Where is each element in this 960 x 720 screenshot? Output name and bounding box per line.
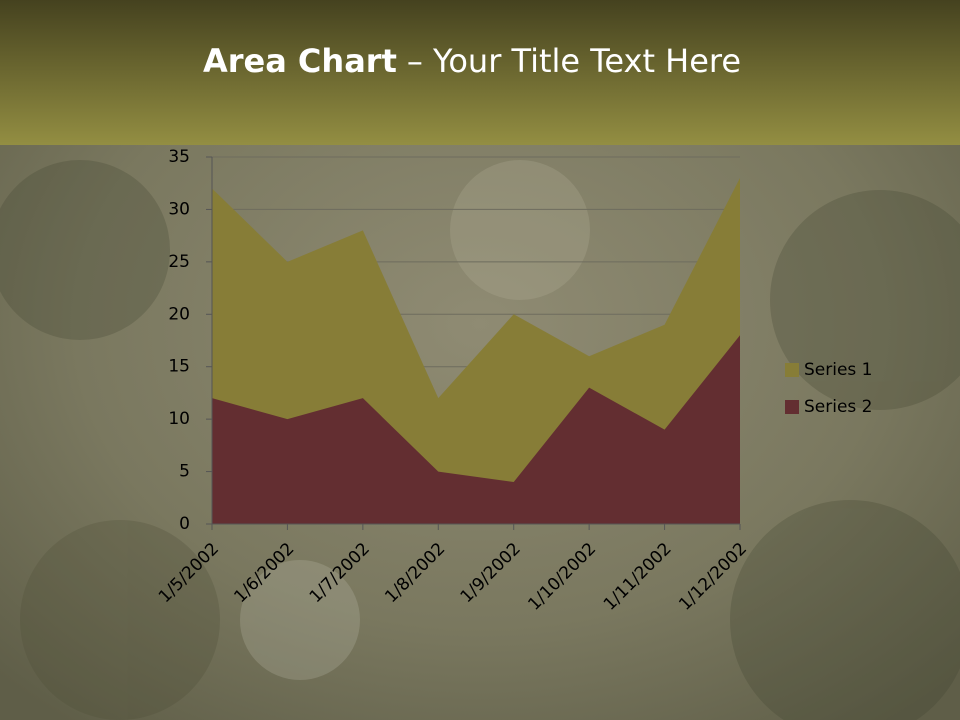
- title-rest: – Your Title Text Here: [407, 42, 741, 80]
- legend-swatch: [785, 400, 799, 414]
- title-bold: Area Chart: [203, 42, 397, 80]
- y-tick-label: 35: [168, 147, 190, 167]
- legend-swatch: [785, 363, 799, 377]
- slide-title: Area Chart – Your Title Text Here: [203, 42, 741, 80]
- y-tick-label: 10: [168, 409, 190, 429]
- foliage: [0, 160, 960, 720]
- y-tick-label: 15: [168, 357, 190, 377]
- y-tick-label: 0: [179, 514, 190, 534]
- y-tick-label: 30: [168, 199, 190, 219]
- y-tick-label: 25: [168, 252, 190, 272]
- y-tick-label: 20: [168, 304, 190, 324]
- y-tick-label: 5: [179, 462, 190, 482]
- legend-label: Series 2: [804, 397, 873, 417]
- legend-label: Series 1: [804, 360, 873, 380]
- header: [0, 0, 960, 145]
- area: [212, 335, 740, 524]
